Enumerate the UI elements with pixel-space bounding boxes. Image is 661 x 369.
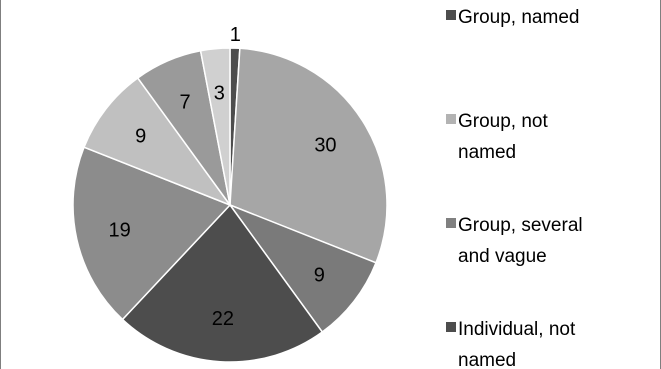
pie-slices	[72, 47, 388, 363]
pie-data-label-6: 7	[180, 91, 191, 113]
legend-label-2-line-0: Group, several	[458, 215, 583, 236]
legend-swatch-2	[446, 218, 456, 228]
legend-swatch-0	[446, 10, 456, 20]
pie-data-label-2: 9	[314, 264, 325, 286]
pie-slice-3	[121, 203, 324, 363]
pie-slice-2	[227, 203, 377, 334]
pie-data-labels: 1 30 9 22 19 9 7 3	[109, 24, 337, 330]
pie-data-label-1: 30	[314, 134, 336, 156]
pie-data-label-0: 1	[230, 24, 241, 46]
pie-data-label-3: 22	[212, 308, 234, 330]
legend-label-3-line-0: Individual, not	[458, 319, 576, 340]
pie-data-label-7: 3	[214, 82, 225, 104]
pie-slice-7	[199, 47, 231, 206]
pie-slice-1	[229, 47, 388, 264]
legend-label-1-line-1: named	[458, 142, 516, 163]
legend-label-2-line-1: and vague	[458, 246, 547, 267]
legend: Group, named Group, not named Group, severa…	[446, 7, 583, 369]
legend-swatch-3	[446, 322, 456, 332]
pie-data-label-5: 9	[135, 126, 146, 148]
legend-label-1-line-0: Group, not	[458, 111, 548, 132]
pie-data-label-4: 19	[109, 220, 131, 242]
pie-slice-5	[83, 76, 233, 207]
legend-label-0-line-0: Group, named	[458, 7, 579, 28]
legend-label-3-line-1: named	[458, 350, 516, 369]
legend-swatch-1	[446, 114, 456, 124]
